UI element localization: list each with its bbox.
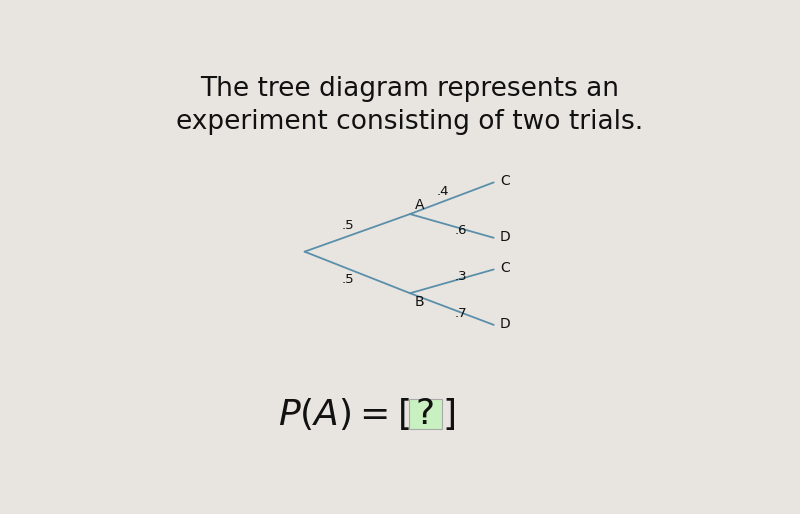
Text: .5: .5 xyxy=(342,273,354,286)
Text: D: D xyxy=(500,230,510,244)
Text: A: A xyxy=(415,198,425,212)
FancyBboxPatch shape xyxy=(410,399,442,429)
Text: .3: .3 xyxy=(455,270,467,283)
Text: $P(A) = [$: $P(A) = [$ xyxy=(278,396,410,432)
Text: .6: .6 xyxy=(455,224,467,237)
Text: .7: .7 xyxy=(455,307,467,320)
Text: .4: .4 xyxy=(436,186,449,198)
Text: C: C xyxy=(500,261,510,276)
Text: ?: ? xyxy=(416,397,435,431)
Text: .5: .5 xyxy=(342,219,354,232)
Text: C: C xyxy=(500,174,510,188)
Text: $]$: $]$ xyxy=(442,396,455,432)
Text: D: D xyxy=(500,317,510,331)
Text: B: B xyxy=(415,295,425,309)
Text: The tree diagram represents an
experiment consisting of two trials.: The tree diagram represents an experimen… xyxy=(176,76,644,135)
